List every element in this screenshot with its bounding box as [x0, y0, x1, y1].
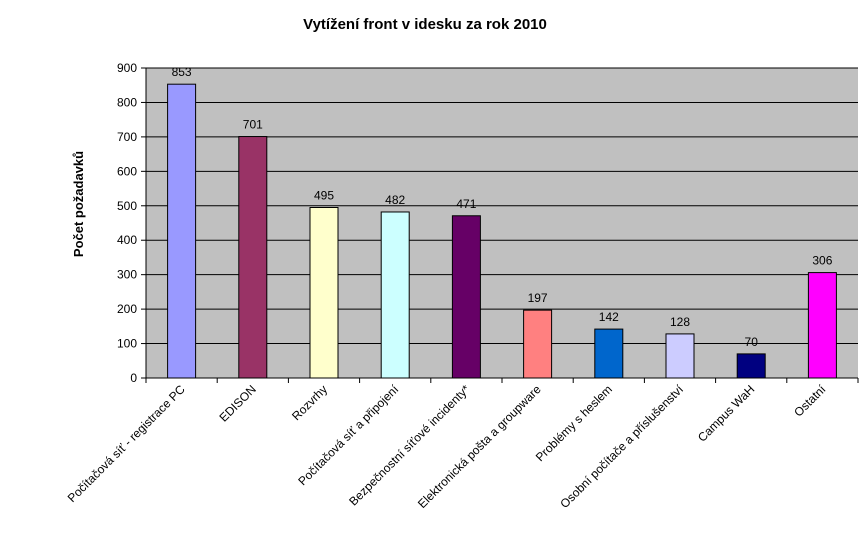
data-label: 70: [745, 335, 759, 349]
category-label: Campus WaH: [695, 382, 757, 444]
y-tick-label: 800: [117, 95, 137, 109]
category-label: Rozvrhy: [289, 382, 330, 423]
data-label: 701: [243, 118, 263, 132]
category-label: EDISON: [216, 382, 258, 424]
chart-title: Vytížení front v idesku za rok 2010: [303, 16, 547, 33]
y-tick-label: 200: [117, 302, 137, 316]
bar: [736, 353, 766, 379]
y-tick-label: 600: [117, 164, 137, 178]
bar: [523, 309, 553, 379]
y-axis-label: Počet požadavků: [71, 151, 86, 257]
bar: [380, 211, 410, 379]
category-labels: Počítačová síť - registrace PC EDISON Rozv…: [65, 382, 829, 511]
bars: [167, 83, 837, 379]
y-tick-label: 300: [117, 268, 137, 282]
category-label: Bezpečnostní síťové incidenty*: [346, 382, 473, 509]
y-tick-label: 100: [117, 337, 137, 351]
bar: [451, 215, 481, 379]
data-label: 197: [528, 291, 548, 305]
category-label: Počítačová síť - registrace PC: [65, 382, 188, 505]
category-label: Ostatní: [791, 382, 829, 420]
data-label: 853: [172, 65, 192, 79]
bar: [167, 83, 197, 379]
y-tick-label: 0: [130, 371, 137, 385]
data-label: 495: [314, 189, 334, 203]
y-tick-label: 500: [117, 199, 137, 213]
y-tick-label: 400: [117, 233, 137, 247]
bar: [807, 272, 837, 379]
bar: [594, 328, 624, 379]
category-label: Elektronická pošta a groupware: [415, 382, 544, 511]
data-label: 482: [385, 193, 405, 207]
category-label: Problémy s heslem: [533, 382, 615, 464]
data-labels: 853 701 495 482 471 197 142 128 70 306: [172, 65, 833, 349]
bar: [309, 207, 339, 379]
bar: [238, 136, 268, 379]
y-axis-ticks: 0 100 200 300 400 500 600 700 800 900: [117, 61, 146, 385]
y-tick-label: 900: [117, 61, 137, 75]
data-label: 142: [599, 310, 619, 324]
data-label: 306: [812, 254, 832, 268]
y-tick-label: 700: [117, 130, 137, 144]
data-label: 471: [456, 197, 476, 211]
category-label: Osobní počítače a příslušenství: [557, 382, 686, 511]
bar: [665, 333, 695, 379]
x-axis-ticks: [145, 378, 859, 383]
data-label: 128: [670, 315, 690, 329]
